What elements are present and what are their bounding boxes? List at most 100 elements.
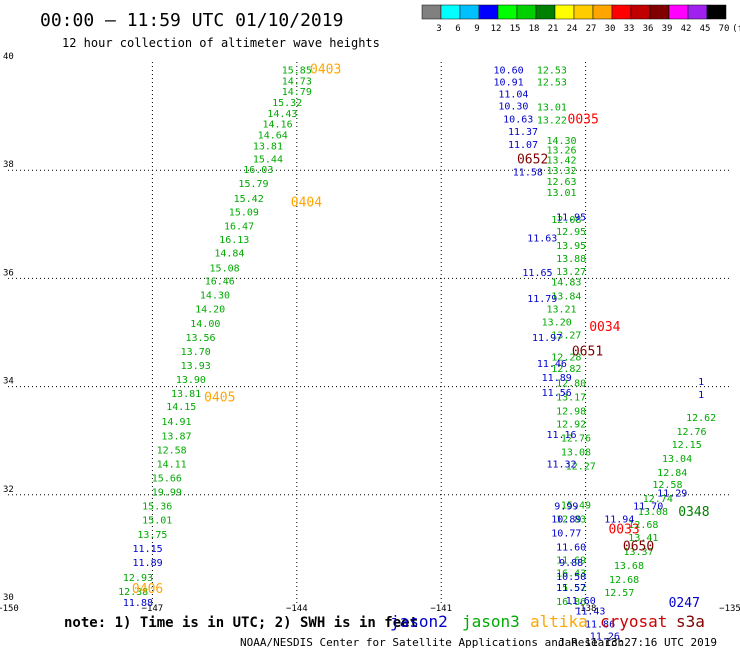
swh-value: 13.08 bbox=[638, 507, 668, 518]
pass-label: 0247 bbox=[669, 596, 700, 611]
swh-value: 11.63 bbox=[527, 233, 557, 244]
y-tick-label: 32 bbox=[3, 485, 14, 495]
swh-value: 13.26 bbox=[546, 146, 576, 157]
swh-value: 11.60 bbox=[566, 596, 596, 607]
legend-jason2: jason2 bbox=[390, 612, 448, 631]
pass-label: 0034 bbox=[589, 320, 620, 335]
swh-value: 12.68 bbox=[628, 520, 658, 531]
colorbar-swatch bbox=[497, 4, 518, 20]
swh-value: 14.83 bbox=[551, 278, 581, 289]
colorbar-label: 15 bbox=[510, 24, 521, 34]
swh-value: 11.04 bbox=[498, 89, 528, 100]
colorbar-swatch bbox=[535, 4, 556, 20]
colorbar-label: 39 bbox=[662, 24, 673, 34]
colorbar-swatch bbox=[649, 4, 670, 20]
swh-value: 12.92 bbox=[556, 419, 586, 430]
swh-value: 15.79 bbox=[238, 179, 268, 190]
y-tick-label: 36 bbox=[3, 268, 14, 278]
swh-value: 12.58 bbox=[157, 445, 187, 456]
swh-value: 11.95 bbox=[556, 213, 586, 224]
swh-value: 12.53 bbox=[537, 66, 567, 77]
swh-value: 10.60 bbox=[494, 66, 524, 77]
swh-value: 14.15 bbox=[166, 402, 196, 413]
swh-value: 11.89 bbox=[542, 373, 572, 384]
legend-altika: altika bbox=[530, 612, 588, 631]
swh-value: 13.68 bbox=[614, 561, 644, 572]
swh-value: 9.99 bbox=[554, 502, 578, 513]
legend-cryosat: cryosat bbox=[600, 612, 667, 631]
footer-credit: NOAA/NESDIS Center for Satellite Applica… bbox=[240, 636, 624, 649]
swh-value: 15.44 bbox=[253, 154, 283, 165]
swh-value: 11.70 bbox=[633, 502, 663, 513]
swh-value: 11.79 bbox=[527, 294, 557, 305]
swh-value: 12.08 bbox=[551, 215, 581, 226]
swh-value: 13.84 bbox=[551, 292, 581, 303]
swh-value: 12.63 bbox=[546, 177, 576, 188]
swh-value: 12.95 bbox=[556, 227, 586, 238]
colorbar-label: 9 bbox=[474, 24, 479, 34]
pass-label: 0403 bbox=[310, 62, 341, 77]
colorbar-label: 24 bbox=[567, 24, 578, 34]
swh-value: 13.27 bbox=[556, 267, 586, 278]
swh-value: 12.76 bbox=[676, 427, 706, 438]
swh-value: 11.32 bbox=[546, 459, 576, 470]
footer-timestamp: Jan 11 13:27:16 UTC 2019 bbox=[558, 636, 717, 649]
swh-value: 14.16 bbox=[262, 120, 292, 131]
swh-value: 14.20 bbox=[195, 305, 225, 316]
swh-value: 13.21 bbox=[546, 305, 576, 316]
colorbar-swatch bbox=[611, 4, 632, 20]
swh-value: 11.07 bbox=[508, 140, 538, 151]
swh-value: 13.20 bbox=[542, 318, 572, 329]
swh-value: 13.41 bbox=[628, 533, 658, 544]
swh-value: 16.46 bbox=[205, 277, 235, 288]
x-tick-label: −150 bbox=[0, 604, 19, 614]
y-tick-label: 34 bbox=[3, 377, 14, 387]
colorbar-label: 33 bbox=[624, 24, 635, 34]
swh-value: 15.08 bbox=[210, 264, 240, 275]
x-tick-label: −141 bbox=[430, 604, 452, 614]
pass-label: 0651 bbox=[572, 344, 603, 359]
swh-value: 16.86 bbox=[556, 597, 586, 608]
swh-value: 11.94 bbox=[604, 515, 634, 526]
swh-value: 13.93 bbox=[181, 361, 211, 372]
swh-value: 10.89 bbox=[551, 515, 581, 526]
colorbar-swatch bbox=[630, 4, 651, 20]
colorbar-label: (ft) bbox=[732, 24, 740, 34]
swh-value: 12.84 bbox=[657, 468, 687, 479]
swh-value: 13.88 bbox=[556, 254, 586, 265]
x-tick-label: −138 bbox=[575, 604, 597, 614]
swh-value: 13.81 bbox=[171, 389, 201, 400]
plot-area: −150 −147 −144 −141 −138 −135 30 32 34 36 38 40 15.8… bbox=[0, 52, 740, 642]
swh-value: 19.99 bbox=[152, 488, 182, 499]
swh-value: 16.47 bbox=[224, 221, 254, 232]
swh-value: 11.86 bbox=[585, 620, 615, 631]
colorbar-swatch bbox=[421, 4, 442, 20]
swh-value: 14.43 bbox=[267, 109, 297, 120]
swh-value: 14.64 bbox=[258, 130, 288, 141]
swh-value: 13.08 bbox=[561, 448, 591, 459]
swh-value: 14.79 bbox=[282, 87, 312, 98]
swh-value: 1 bbox=[698, 377, 704, 388]
swh-value: 12.28 bbox=[551, 352, 581, 363]
swh-value: 9.88 bbox=[559, 558, 583, 569]
swh-value: 10.30 bbox=[498, 101, 528, 112]
swh-value: 12.93 bbox=[123, 573, 153, 584]
swh-value: 12.74 bbox=[643, 494, 673, 505]
colorbar-swatch bbox=[592, 4, 613, 20]
swh-value: 13.37 bbox=[623, 547, 653, 558]
pass-label: 0348 bbox=[678, 505, 709, 520]
swh-value: 14.00 bbox=[190, 319, 220, 330]
pass-label: 0652 bbox=[517, 152, 548, 167]
pass-label: 0406 bbox=[132, 582, 163, 597]
colorbar-swatch bbox=[573, 4, 594, 20]
swh-value: 14.11 bbox=[157, 459, 187, 470]
swh-value: 13.01 bbox=[537, 102, 567, 113]
colorbar-label: 3 bbox=[436, 24, 441, 34]
swh-value: 13.95 bbox=[556, 241, 586, 252]
colorbar-label: 42 bbox=[681, 24, 692, 34]
swh-value: 11.29 bbox=[657, 489, 687, 500]
y-tick-label: 30 bbox=[3, 593, 14, 603]
y-tick-label: 38 bbox=[3, 160, 14, 170]
swh-value: 13.70 bbox=[181, 347, 211, 358]
